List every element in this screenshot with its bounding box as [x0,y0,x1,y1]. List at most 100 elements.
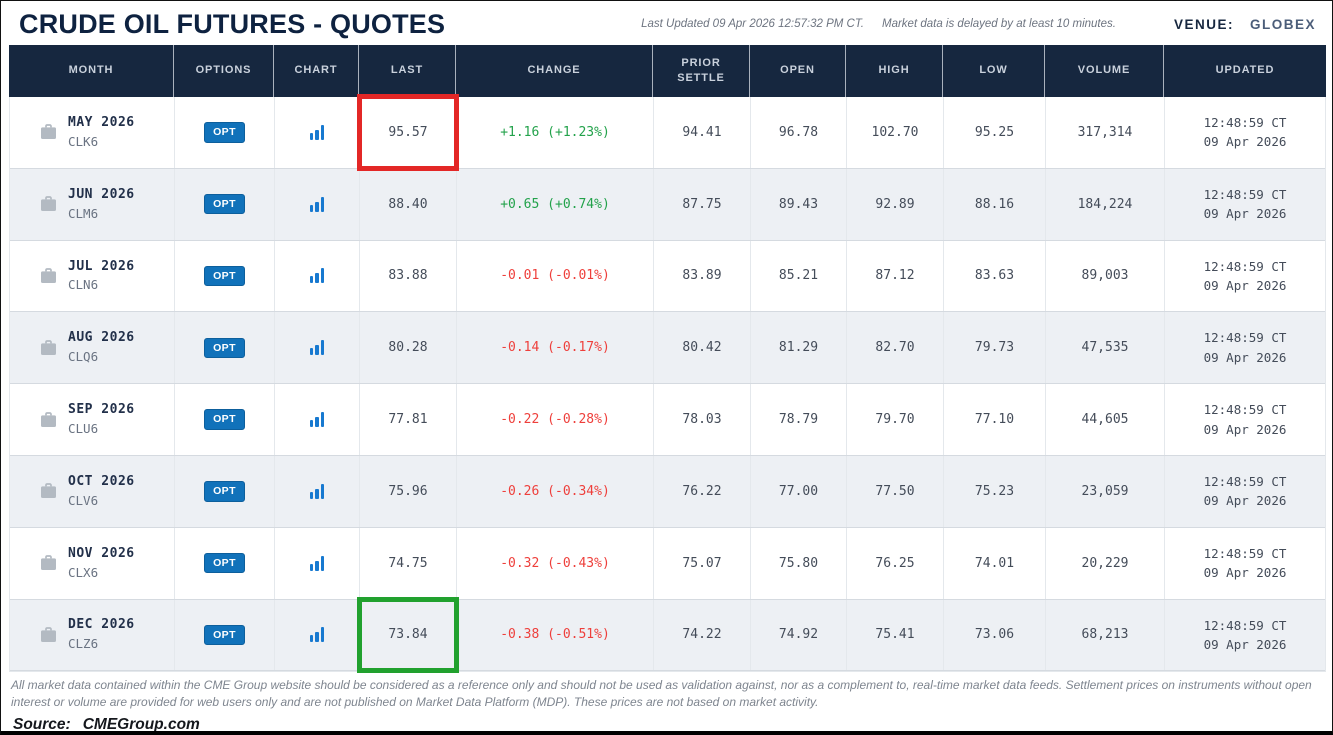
venue-label: VENUE: [1173,16,1234,32]
updated-time: 12:48:59 CT [1203,545,1287,561]
updated-cell: 12:48:59 CT 09 Apr 2026 [1165,97,1325,168]
delay-notice: Market data is delayed by at least 10 mi… [882,18,1116,30]
prior-settle-cell: 94.41 [654,97,751,168]
opt-button[interactable]: OPT [204,122,245,143]
opt-button[interactable]: OPT [204,624,245,646]
column-header-options: OPTIONS [174,45,274,97]
options-cell: OPT [175,527,275,599]
column-header-high: HIGH [846,45,943,97]
bar-chart-icon[interactable] [309,268,325,284]
month-text: JUL 2026 CLN6 [68,258,135,295]
opt-button[interactable]: OPT [204,409,245,430]
open-cell: 89.43 [751,168,847,240]
last-cell: 77.81 [360,384,457,455]
month-cell[interactable]: NOV 2026 CLX6 [10,527,175,599]
low-value: 74.01 [974,555,1015,571]
prior-settle-cell: 87.75 [654,168,751,240]
table-row: JUL 2026 CLN6 OPT 83.88 -0.01 (-0.01%) 8… [10,240,1325,313]
contract-code: CLM6 [68,205,99,221]
high-cell: 87.12 [847,240,944,312]
last-cell: 95.57 [357,94,459,171]
table-row: AUG 2026 CLQ6 OPT 80.28 -0.14 (-0.17%) 8… [10,312,1325,385]
low-value: 73.06 [974,627,1015,643]
last-price: 74.75 [388,555,428,571]
last-cell: 80.28 [360,312,457,384]
bar-chart-icon[interactable] [309,627,325,643]
month-cell[interactable]: SEP 2026 CLU6 [10,384,175,455]
chart-cell [275,312,360,384]
last-price: 83.88 [388,268,428,284]
open-value: 96.78 [778,124,819,140]
options-cell: OPT [175,455,275,527]
month-cell[interactable]: AUG 2026 CLQ6 [10,312,175,384]
prior-settle-cell: 83.89 [654,240,751,312]
last-price: 77.81 [388,412,428,428]
opt-button[interactable]: OPT [204,552,245,574]
opt-button[interactable]: OPT [204,337,245,359]
month-cell[interactable]: OCT 2026 CLV6 [10,455,175,527]
briefcase-icon [40,124,57,140]
month-label: JUL 2026 [68,258,135,274]
volume-value: 23,059 [1081,483,1129,499]
chart-cell [275,455,360,527]
prior-settle-value: 87.75 [682,196,722,212]
low-cell: 77.10 [944,384,1046,455]
page-title: CRUDE OIL FUTURES - QUOTES [19,8,446,39]
high-cell: 102.70 [847,97,944,168]
updated-date: 09 Apr 2026 [1203,421,1287,437]
updated-time: 12:48:59 CT [1203,330,1287,346]
change-value: -0.01 (-0.01%) [500,268,610,284]
updated-cell: 12:48:59 CT 09 Apr 2026 [1165,384,1325,455]
month-label: DEC 2026 [68,617,135,633]
updated-date: 09 Apr 2026 [1203,493,1287,509]
briefcase-icon [40,339,57,356]
updated-cell: 12:48:59 CT 09 Apr 2026 [1165,528,1325,599]
bar-chart-icon[interactable] [309,555,325,571]
volume-value: 89,003 [1081,268,1129,284]
month-cell[interactable]: DEC 2026 CLZ6 [10,599,175,671]
opt-button[interactable]: OPT [204,193,245,215]
bar-chart-icon[interactable] [309,196,325,212]
chart-cell [275,97,360,168]
change-value: -0.22 (-0.28%) [500,412,610,428]
updated-cell: 12:48:59 CT 09 Apr 2026 [1165,241,1325,312]
prior-settle-value: 78.03 [682,412,722,428]
briefcase-icon [40,268,57,284]
open-cell: 77.00 [751,455,847,527]
month-cell[interactable]: MAY 2026 CLK6 [10,97,175,168]
prior-settle-cell: 76.22 [654,455,751,527]
column-header-chart: CHART [274,45,359,97]
venue: VENUE: GLOBEX [1174,17,1316,32]
updated-date: 09 Apr 2026 [1203,565,1287,581]
open-cell: 81.29 [751,312,847,384]
bar-chart-icon[interactable] [309,412,325,428]
month-cell[interactable]: JUN 2026 CLM6 [10,168,175,240]
volume-value: 68,213 [1081,627,1129,643]
low-cell: 73.06 [944,599,1046,671]
briefcase-icon [40,627,57,643]
prior-settle-value: 83.89 [682,268,722,284]
open-value: 85.21 [778,268,819,284]
last-price: 88.40 [388,196,428,212]
bar-chart-icon[interactable] [309,340,325,356]
updated-date: 09 Apr 2026 [1203,134,1287,150]
month-cell[interactable]: JUL 2026 CLN6 [10,240,175,312]
column-header-change: CHANGE [456,45,653,97]
opt-button[interactable]: OPT [204,265,245,287]
change-cell: +1.16 (+1.23%) [457,97,654,168]
options-cell: OPT [175,240,275,312]
update-note: Last Updated 09 Apr 2026 12:57:32 PM CT.… [445,18,1174,30]
chart-cell [275,527,360,599]
bar-chart-icon[interactable] [309,483,325,499]
disclaimer-text: All market data contained within the CME… [11,678,1312,709]
bar-chart-icon[interactable] [309,124,325,140]
table-body: MAY 2026 CLK6 OPT 95.57 +1.16 (+1.23%) 9… [9,94,1326,674]
opt-button[interactable]: OPT [204,481,245,502]
prior-settle-value: 94.41 [682,124,722,140]
volume-cell: 20,229 [1046,527,1165,599]
volume-cell: 47,535 [1046,312,1165,384]
last-updated-text: Last Updated 09 Apr 2026 12:57:32 PM CT. [641,18,864,30]
prior-settle-value: 75.07 [682,555,722,571]
prior-settle-cell: 74.22 [654,599,751,671]
updated-time: 12:48:59 CT [1203,258,1287,274]
